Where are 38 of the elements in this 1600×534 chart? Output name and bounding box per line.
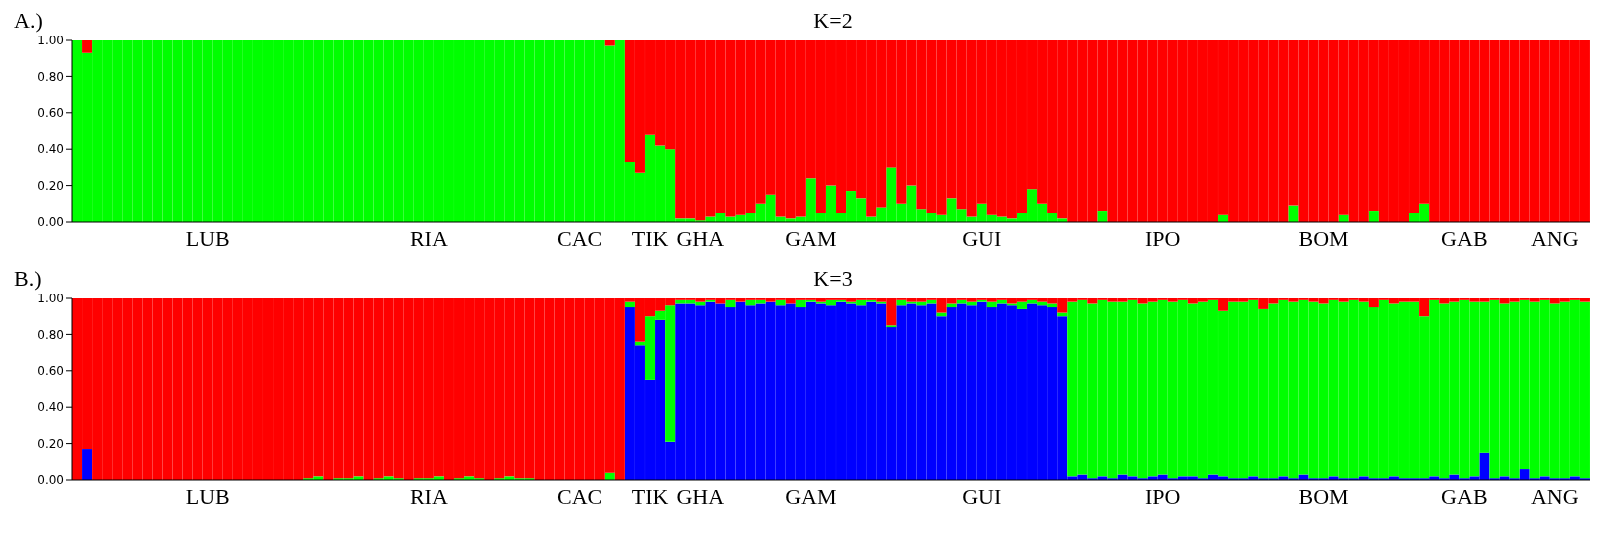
y-tick-label: 0.80 <box>37 327 64 342</box>
y-tick-label: 0.60 <box>37 106 64 121</box>
x-tick-label: GAM <box>785 483 837 509</box>
y-tick-label: 0.00 <box>37 215 64 230</box>
x-tick-label: TIK <box>631 483 669 509</box>
x-tick-label: ANG <box>1530 483 1579 509</box>
x-tick-label: GAM <box>785 225 837 251</box>
x-tick-label: GAB <box>1441 483 1488 509</box>
y-tick-label: 0.20 <box>37 178 64 193</box>
text: A.) <box>14 8 43 34</box>
y-tick-label: 1.00 <box>37 33 64 48</box>
y-tick-label: 0.60 <box>37 364 64 379</box>
x-tick-label: RIA <box>409 483 448 509</box>
x-tick-label: GAB <box>1441 225 1488 251</box>
y-tick-label: 1.00 <box>37 291 64 306</box>
y-tick-label: 0.40 <box>37 142 64 157</box>
x-tick-label: GUI <box>962 483 1002 509</box>
x-tick-label: IPO <box>1145 483 1181 509</box>
x-tick-label: BOM <box>1298 483 1349 509</box>
x-tick-label: LUB <box>185 225 230 251</box>
chart-title: K=2 <box>812 8 854 34</box>
x-tick-label: CAC <box>557 225 603 251</box>
chart-title: K=3 <box>812 266 854 292</box>
x-tick-label: IPO <box>1145 225 1181 251</box>
x-tick-label: TIK <box>631 225 669 251</box>
x-tick-label: GHA <box>676 225 725 251</box>
x-tick-label: ANG <box>1530 225 1579 251</box>
x-tick-label: RIA <box>409 225 448 251</box>
x-tick-label: CAC <box>557 483 603 509</box>
y-tick-label: 0.20 <box>37 436 64 451</box>
y-tick-label: 0.40 <box>37 400 64 415</box>
x-tick-label: GHA <box>676 483 725 509</box>
x-tick-label: GUI <box>962 225 1002 251</box>
x-tick-label: BOM <box>1298 225 1349 251</box>
y-tick-label: 0.80 <box>37 69 64 84</box>
text: B.) <box>14 266 42 292</box>
y-tick-label: 0.00 <box>37 473 64 488</box>
x-tick-label: LUB <box>185 483 230 509</box>
